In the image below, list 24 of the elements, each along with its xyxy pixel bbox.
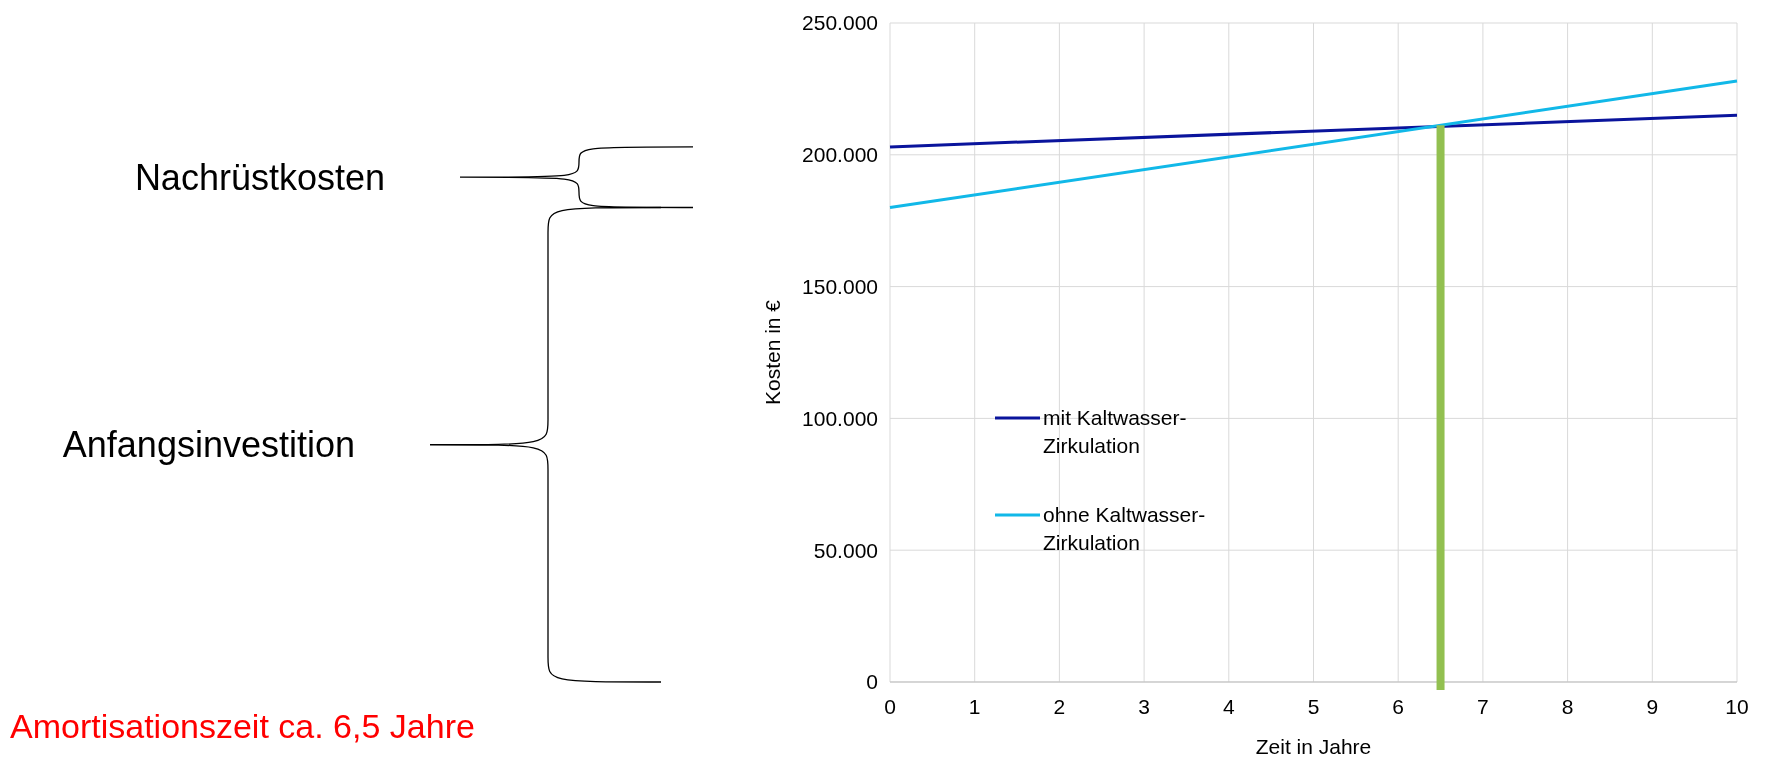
y-tick-label: 0 [866,670,878,694]
x-tick-label: 3 [1138,695,1150,718]
text: Nachrüstkosten [134,156,385,198]
x-tick-label: 1 [968,695,981,718]
legend-label: mit Kaltwasser-Zirkulation [1043,406,1187,458]
x-tick-label: 2 [1053,695,1066,718]
x-tick-label: 7 [1477,695,1489,718]
y-tick-label: 150.000 [802,274,878,298]
text: Anfangsinvestition [62,424,355,466]
y-tick-label: 200.000 [802,143,878,167]
x-tick-label: 9 [1646,695,1659,718]
x-tick-label: 4 [1222,695,1235,718]
x-tick-label: 5 [1307,695,1320,718]
x-tick-label: 10 [1725,695,1749,718]
text: Amortisationszeit ca. 6,5 Jahre [10,707,475,745]
x-tick-label: 8 [1561,695,1574,718]
legend-label: ohne Kaltwasser-Zirkulation [1043,503,1206,555]
y-tick-label: 250.000 [802,11,878,35]
y-axis-title: Kosten in € [761,299,784,406]
x-tick-label: 0 [884,695,896,718]
x-tick-label: 6 [1392,695,1405,718]
x-axis-title: Zeit in Jahre [1255,735,1372,758]
y-tick-label: 100.000 [802,406,878,430]
y-tick-label: 50.000 [813,538,878,562]
